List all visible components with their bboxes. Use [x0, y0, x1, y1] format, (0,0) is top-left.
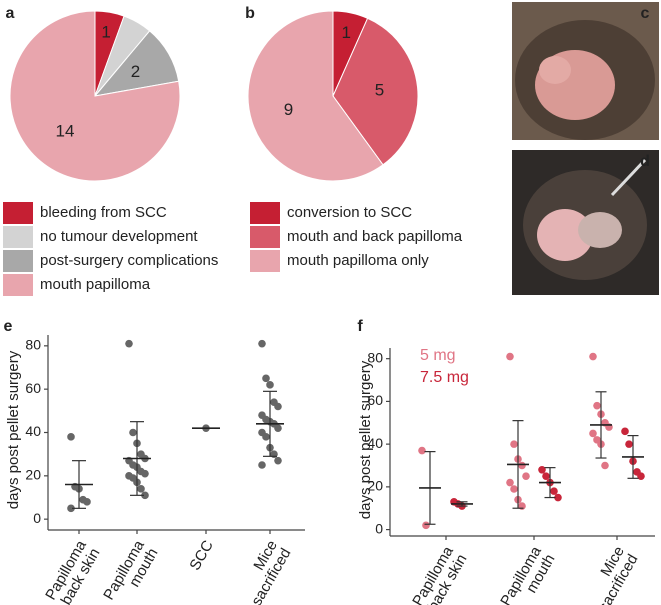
x-tick-label: Micesacrificed: [234, 537, 294, 605]
legend-swatch: [250, 202, 280, 224]
pie-slice: [9, 10, 181, 182]
pie-slice: [332, 17, 419, 166]
slice-label: 2: [131, 62, 140, 81]
panel-label: c: [641, 5, 650, 22]
panel-label: b: [245, 5, 255, 22]
data-point: [510, 485, 518, 493]
pie-slice: [247, 10, 384, 182]
photo-lesion: [578, 212, 622, 248]
legend-swatch: [3, 226, 33, 248]
legend-label: conversion to SCC: [287, 204, 412, 221]
y-tick-label: 20: [25, 467, 41, 483]
slice-label: 1: [101, 23, 110, 42]
data-point: [418, 446, 426, 455]
slice-label: 1: [342, 23, 351, 42]
y-tick-label: 80: [367, 349, 383, 365]
panel-label: d: [640, 153, 650, 170]
photo-lesion: [539, 56, 571, 84]
data-point: [621, 427, 629, 436]
legend-label: mouth and back papilloma: [287, 228, 463, 245]
legend-swatch: [250, 226, 280, 248]
legend-label: 5 mg: [420, 347, 456, 364]
legend-label: bleeding from SCC: [40, 204, 167, 221]
legend-swatch: [250, 250, 280, 272]
data-point: [83, 498, 91, 506]
y-tick-label: 40: [367, 435, 383, 451]
legend-swatch: [3, 250, 33, 272]
panel-label: e: [4, 318, 13, 335]
slice-label: 5: [375, 81, 384, 100]
data-point: [550, 487, 558, 495]
data-point: [589, 352, 597, 361]
data-point: [506, 352, 514, 361]
data-point: [625, 440, 633, 448]
legend-label: mouth papilloma only: [287, 252, 429, 269]
data-point: [125, 339, 133, 348]
data-point: [518, 461, 526, 470]
data-point: [129, 428, 137, 437]
legend-swatch: [3, 202, 33, 224]
data-point: [542, 472, 550, 480]
legend-swatch: [3, 274, 33, 296]
data-point: [538, 465, 546, 474]
y-tick-label: 20: [367, 478, 383, 494]
data-point: [522, 472, 530, 480]
slice-label: 9: [284, 100, 293, 119]
data-point: [274, 424, 282, 432]
x-tick-label: Papillomaback skin: [42, 537, 104, 605]
legend-label: no tumour development: [40, 228, 198, 245]
y-tick-label: 40: [25, 423, 41, 439]
x-tick-label: Papillomaback skin: [409, 543, 471, 605]
x-tick-label: SCC: [186, 537, 217, 573]
data-point: [262, 374, 270, 383]
y-axis-title: days post pellet surgery: [357, 360, 374, 519]
x-tick-label: Papillomamouth: [100, 537, 162, 605]
panel-label: f: [357, 318, 363, 335]
slice-label: 14: [55, 121, 74, 140]
data-point: [67, 504, 75, 513]
y-tick-label: 60: [367, 392, 383, 408]
y-tick-label: 0: [33, 510, 41, 526]
y-tick-label: 80: [25, 337, 41, 353]
x-tick-label: Papillomamouth: [497, 543, 559, 605]
legend-label: 7.5 mg: [420, 369, 469, 386]
y-tick-label: 0: [375, 520, 383, 536]
panel-label: a: [6, 5, 15, 22]
data-point: [554, 493, 562, 502]
data-point: [589, 429, 597, 438]
data-point: [422, 521, 430, 530]
data-point: [67, 433, 75, 441]
data-point: [266, 381, 274, 389]
data-point: [274, 402, 282, 411]
y-tick-label: 60: [25, 380, 41, 396]
data-point: [141, 469, 149, 478]
y-axis-title: days post pellet surgery: [5, 350, 22, 509]
data-point: [262, 433, 270, 441]
data-point: [141, 491, 149, 500]
legend-label: mouth papilloma: [40, 276, 151, 293]
data-point: [510, 440, 518, 448]
data-point: [601, 461, 609, 470]
photo-lesion: [537, 209, 593, 261]
data-point: [506, 478, 514, 487]
data-point: [274, 456, 282, 465]
photo-c: [512, 2, 659, 140]
photo-d: [512, 150, 659, 295]
x-tick-label: Micesacrificed: [581, 543, 641, 605]
data-point: [258, 339, 266, 348]
data-point: [637, 472, 645, 480]
photo-instrument: [610, 158, 647, 197]
data-point: [593, 401, 601, 410]
legend-label: post-surgery complications: [40, 252, 218, 269]
data-point: [258, 461, 266, 469]
data-point: [137, 485, 145, 493]
